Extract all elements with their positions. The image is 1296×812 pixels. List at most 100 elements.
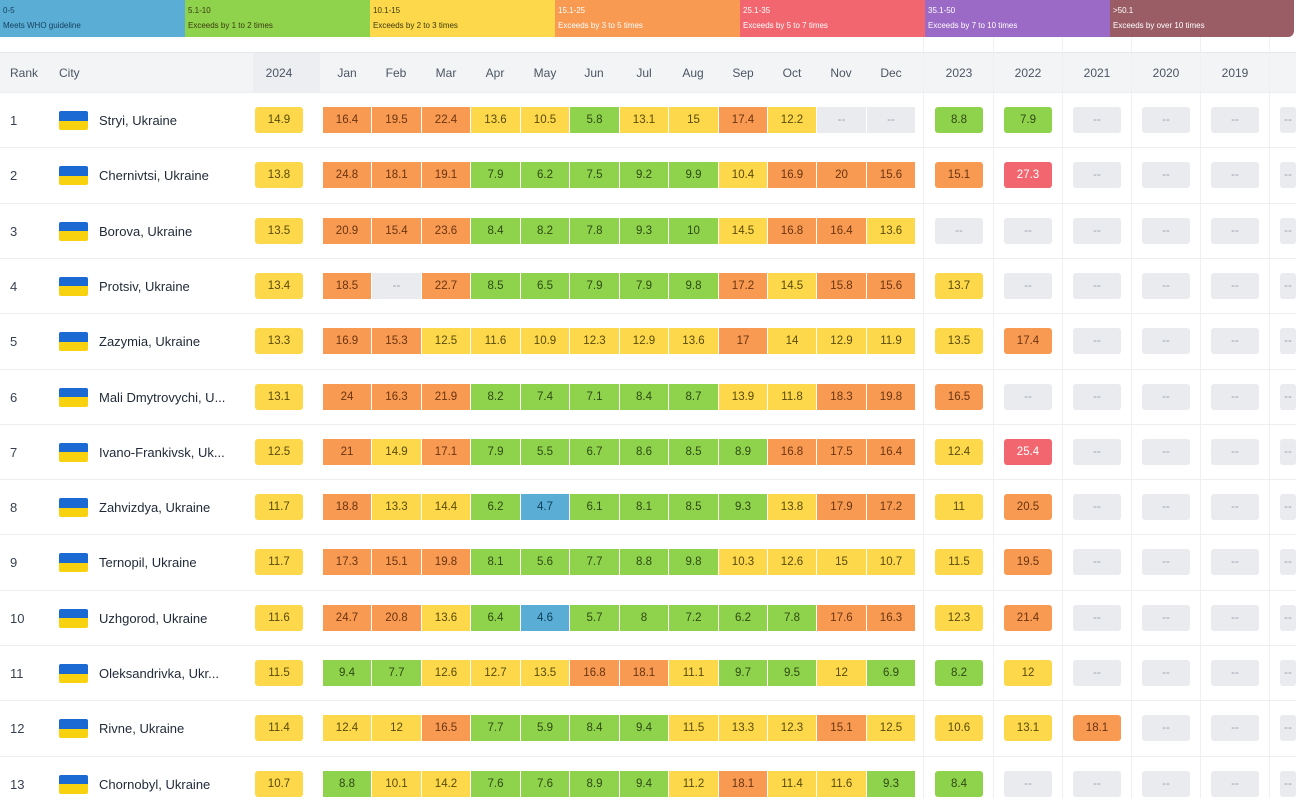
city-link[interactable]: Mali Dmytrovychi, U... bbox=[99, 389, 226, 405]
month-value: 7.6 bbox=[521, 770, 569, 797]
year-value: 18.1 bbox=[1073, 715, 1121, 742]
ukraine-flag-icon bbox=[59, 387, 88, 407]
header-month-may[interactable]: May bbox=[533, 66, 557, 80]
flag-yellow-stripe bbox=[59, 728, 88, 739]
header-month-feb[interactable]: Feb bbox=[385, 66, 407, 80]
year-value: 13.1 bbox=[1004, 715, 1052, 742]
legend-range: 5.1-10 bbox=[188, 6, 211, 15]
month-value: 7.8 bbox=[768, 604, 816, 631]
ukraine-flag-icon bbox=[59, 276, 88, 296]
month-value: 9.3 bbox=[719, 494, 767, 521]
month-value: 15.1 bbox=[817, 715, 866, 742]
header-month-jun[interactable]: Jun bbox=[584, 66, 604, 80]
city-link[interactable]: Zazymia, Ukraine bbox=[99, 334, 201, 350]
month-value: 18.1 bbox=[372, 162, 421, 189]
table-row[interactable]: 2 Chernivtsi, Ukraine 13.8 24.8 18.1 19.1 7.9 6… bbox=[0, 147, 1296, 203]
city-link[interactable]: Chernivtsi, Ukraine bbox=[99, 168, 209, 184]
year-value: 27.3 bbox=[1004, 162, 1052, 189]
month-value: 9.4 bbox=[620, 770, 668, 797]
month-value: 18.1 bbox=[719, 770, 767, 797]
city-link[interactable]: Protsiv, Ukraine bbox=[99, 278, 190, 294]
month-value: 7.7 bbox=[471, 715, 520, 742]
table-row[interactable]: 5 Zazymia, Ukraine 13.3 16.9 15.3 12.5 11.6 10.… bbox=[0, 313, 1296, 369]
table-row[interactable]: 9 Ternopil, Ukraine 11.7 17.3 15.1 19.8 8.1 5.6… bbox=[0, 534, 1296, 590]
city-link[interactable]: Chornobyl, Ukraine bbox=[99, 776, 211, 792]
month-value: 10.1 bbox=[372, 770, 421, 797]
year-value: -- bbox=[1142, 549, 1190, 576]
flag-blue-stripe bbox=[59, 166, 88, 176]
header-rank[interactable]: Rank bbox=[10, 66, 39, 80]
header-month-jul[interactable]: Jul bbox=[636, 66, 652, 80]
year-value: -- bbox=[1073, 770, 1121, 797]
month-value: 13.5 bbox=[521, 660, 569, 686]
month-value: 7.1 bbox=[570, 383, 619, 410]
flag-yellow-stripe bbox=[59, 341, 88, 352]
table-row[interactable]: 11 Oleksandrivka, Ukr... 11.5 9.4 7.7 12.6 12.… bbox=[0, 645, 1296, 701]
table-row[interactable]: 10 Uzhgorod, Ukraine 11.6 24.7 20.8 13.6 6.4 4.… bbox=[0, 589, 1296, 646]
month-value: 7.7 bbox=[372, 660, 421, 686]
header-month-dec[interactable]: Dec bbox=[880, 66, 902, 80]
header-year-2021[interactable]: 2021 bbox=[1083, 66, 1111, 80]
legend-description: Exceeds by 2 to 3 times bbox=[373, 21, 458, 30]
year-value: -- bbox=[1142, 217, 1190, 244]
header-year-2019[interactable]: 2019 bbox=[1221, 66, 1249, 80]
flag-yellow-stripe bbox=[59, 175, 88, 186]
header-year-2022[interactable]: 2022 bbox=[1014, 66, 1042, 80]
legend-item: 25.1-35 Exceeds by 5 to 7 times bbox=[740, 0, 925, 37]
city-link[interactable]: Rivne, Ukraine bbox=[99, 721, 185, 737]
header-year-2023[interactable]: 2023 bbox=[945, 66, 973, 80]
legend-description: Exceeds by 1 to 2 times bbox=[188, 21, 273, 30]
month-value: 11.6 bbox=[817, 770, 866, 797]
year-value: -- bbox=[1142, 272, 1190, 299]
month-value: 13.8 bbox=[768, 494, 816, 521]
header-2024[interactable]: 2024 bbox=[265, 66, 293, 80]
city-link[interactable]: Ternopil, Ukraine bbox=[99, 555, 197, 571]
ranking-table: Rank City 2024 Jan Feb Mar Apr May Jun Jul Aug Sep O… bbox=[0, 37, 1296, 798]
month-value: 17.6 bbox=[817, 604, 866, 631]
month-value: 19.8 bbox=[867, 383, 915, 410]
table-row[interactable]: 7 Ivano-Frankivsk, Uk... 12.5 21 14.9 17.1 7.9… bbox=[0, 423, 1296, 480]
header-month-oct[interactable]: Oct bbox=[782, 66, 802, 80]
month-value: 7.7 bbox=[570, 549, 619, 576]
city-link[interactable]: Zahvizdya, Ukraine bbox=[99, 500, 211, 516]
month-value: -- bbox=[372, 272, 421, 299]
year-value: -- bbox=[1073, 660, 1121, 686]
flag-blue-stripe bbox=[59, 111, 88, 121]
header-month-aug[interactable]: Aug bbox=[682, 66, 704, 80]
month-value: 12 bbox=[372, 715, 421, 742]
year-value: -- bbox=[1211, 328, 1259, 355]
month-value: 8.8 bbox=[620, 549, 668, 576]
legend-range: >50.1 bbox=[1113, 6, 1134, 15]
city-link[interactable]: Uzhgorod, Ukraine bbox=[99, 610, 208, 626]
header-year-2020[interactable]: 2020 bbox=[1152, 66, 1180, 80]
header-year-2[interactable]: 2 bbox=[1280, 53, 1296, 93]
month-value: 16.4 bbox=[323, 107, 371, 133]
header-month-jan[interactable]: Jan bbox=[337, 66, 357, 80]
table-row[interactable]: 8 Zahvizdya, Ukraine 11.7 18.8 13.3 14.4 6.2 4.… bbox=[0, 479, 1296, 535]
header-month-mar[interactable]: Mar bbox=[435, 66, 457, 80]
month-value: -- bbox=[867, 107, 915, 133]
year-value: -- bbox=[1073, 549, 1121, 576]
month-value: 10.3 bbox=[719, 549, 767, 576]
month-value: 13.9 bbox=[719, 383, 767, 410]
rank-cell: 8 bbox=[10, 500, 18, 516]
table-row[interactable]: 12 Rivne, Ukraine 11.4 12.4 12 16.5 7.7 5.9 8.4 9… bbox=[0, 700, 1296, 756]
month-value: 17.3 bbox=[323, 549, 371, 576]
city-link[interactable]: Oleksandrivka, Ukr... bbox=[99, 666, 219, 681]
header-city[interactable]: City bbox=[59, 66, 80, 80]
header-month-sep[interactable]: Sep bbox=[732, 66, 754, 80]
table-row[interactable]: 1 Stryi, Ukraine 14.9 16.4 19.5 22.4 13.6 10.5 5… bbox=[0, 92, 1296, 148]
city-link[interactable]: Borova, Ukraine bbox=[99, 223, 193, 239]
table-row[interactable]: 3 Borova, Ukraine 13.5 20.9 15.4 23.6 8.4 8.2 7.… bbox=[0, 202, 1296, 259]
flag-blue-stripe bbox=[59, 221, 88, 232]
table-row[interactable]: 4 Protsiv, Ukraine 13.4 18.5 -- 22.7 8.5 6.5 7.9… bbox=[0, 257, 1296, 314]
month-value: 11.6 bbox=[471, 328, 520, 355]
header-2024-band bbox=[253, 53, 320, 93]
table-row[interactable]: 6 Mali Dmytrovychi, U... 13.1 24 16.3 21.9 8.2… bbox=[0, 368, 1296, 425]
rank-cell: 13 bbox=[10, 776, 25, 792]
header-month-apr[interactable]: Apr bbox=[485, 66, 505, 80]
city-link[interactable]: Ivano-Frankivsk, Uk... bbox=[99, 444, 225, 460]
table-row[interactable]: 13 Chornobyl, Ukraine 10.7 8.8 10.1 14.2 7.6 7.… bbox=[0, 755, 1296, 812]
header-month-nov[interactable]: Nov bbox=[830, 66, 852, 80]
city-link[interactable]: Stryi, Ukraine bbox=[99, 113, 178, 128]
